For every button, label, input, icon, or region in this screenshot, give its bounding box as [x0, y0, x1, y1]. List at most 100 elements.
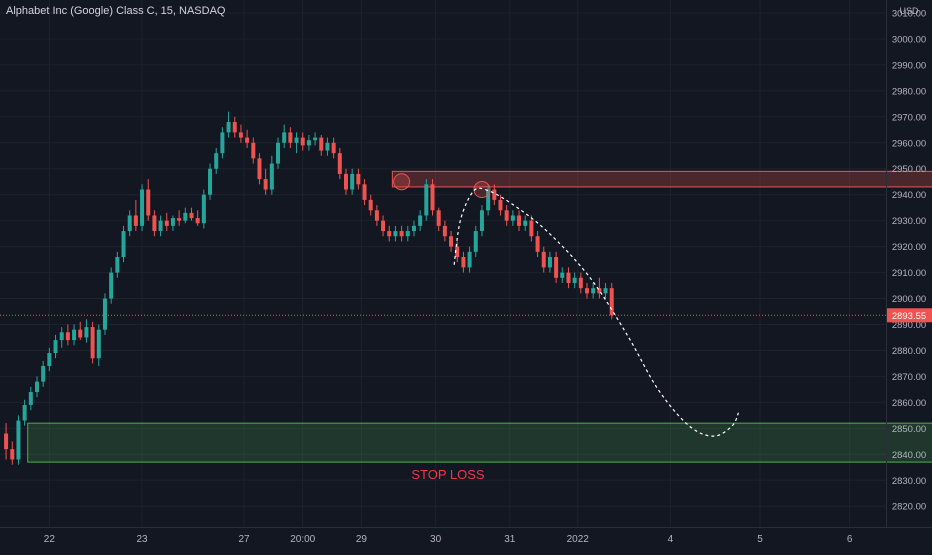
- price-tick-label: 2970.00: [892, 112, 926, 123]
- candle-body: [66, 332, 70, 340]
- highlight-circle[interactable]: [474, 182, 490, 198]
- candle-body: [393, 231, 397, 236]
- time-tick-label: 5: [757, 534, 763, 545]
- candle[interactable]: [16, 415, 20, 464]
- time-tick-label: 20:00: [290, 534, 315, 545]
- candle-body: [78, 330, 82, 338]
- candle-body: [103, 299, 107, 330]
- candle-body: [10, 449, 14, 459]
- time-tick-label: 22: [44, 534, 56, 545]
- highlight-circle[interactable]: [394, 174, 410, 190]
- candle-body: [257, 158, 261, 179]
- candle-body: [468, 252, 472, 268]
- stop-loss-label: STOP LOSS: [411, 467, 485, 482]
- candle-body: [418, 215, 422, 225]
- candle-body: [356, 174, 360, 184]
- candle-body: [239, 132, 243, 137]
- candle-body: [332, 143, 336, 153]
- candle-body: [554, 257, 558, 278]
- candle-body: [523, 221, 527, 226]
- candle-body: [288, 132, 292, 142]
- price-tick-label: 3000.00: [892, 34, 926, 45]
- candle-body: [375, 210, 379, 220]
- price-tick-label: 2900.00: [892, 294, 926, 305]
- candle-body: [16, 421, 20, 460]
- candle-body: [400, 231, 404, 236]
- candle-body: [146, 190, 150, 216]
- candle-body: [461, 257, 465, 267]
- candle-body: [270, 164, 274, 190]
- candle-body: [115, 257, 119, 273]
- candle[interactable]: [610, 283, 614, 319]
- candle-body: [387, 231, 391, 236]
- candle[interactable]: [431, 179, 435, 215]
- price-tick-label: 2910.00: [892, 268, 926, 279]
- candle-body: [276, 143, 280, 164]
- candle-body: [54, 340, 58, 353]
- candle-body: [91, 327, 95, 358]
- candle-body: [196, 218, 200, 223]
- candle-body: [480, 210, 484, 231]
- price-tick-label: 2840.00: [892, 450, 926, 461]
- candle[interactable]: [103, 293, 107, 335]
- candle-body: [573, 278, 577, 283]
- candle[interactable]: [140, 184, 144, 231]
- candle[interactable]: [91, 322, 95, 364]
- time-tick-label: 2022: [567, 534, 590, 545]
- candle-body: [227, 122, 231, 132]
- candle-body: [350, 174, 354, 190]
- candle-body: [412, 226, 416, 231]
- candle-body: [171, 218, 175, 226]
- candle-body: [29, 392, 33, 405]
- candle-body: [585, 288, 589, 293]
- candle-body: [517, 215, 521, 225]
- candle[interactable]: [122, 226, 126, 262]
- time-tick-label: 31: [504, 534, 516, 545]
- candle-body: [152, 215, 156, 231]
- candle-body: [233, 122, 237, 132]
- candle-body: [47, 353, 51, 366]
- candle-body: [60, 332, 64, 340]
- price-tick-label: 2830.00: [892, 476, 926, 487]
- candle-body: [165, 221, 169, 226]
- price-tick-label: 2850.00: [892, 424, 926, 435]
- price-tick-label: 2870.00: [892, 372, 926, 383]
- candle-body: [41, 366, 45, 382]
- price-tick-label: 2880.00: [892, 346, 926, 357]
- candle-body: [128, 215, 132, 231]
- support-zone-s1[interactable]: [28, 423, 932, 462]
- candle-body: [109, 273, 113, 299]
- price-tick-label: 2950.00: [892, 164, 926, 175]
- price-tick-label: 2860.00: [892, 398, 926, 409]
- candle[interactable]: [109, 267, 113, 303]
- candle-body: [548, 257, 552, 267]
- symbol-header: Alphabet Inc (Google) Class C, 15, NASDA…: [6, 5, 225, 17]
- candle-body: [313, 138, 317, 141]
- candle-body: [591, 288, 595, 293]
- price-tick-label: 2990.00: [892, 60, 926, 71]
- candle[interactable]: [202, 190, 206, 229]
- candle-body: [307, 140, 311, 145]
- time-tick-label: 4: [668, 534, 674, 545]
- candle-body: [498, 200, 502, 210]
- candle-body: [529, 221, 533, 237]
- candle-body: [159, 221, 163, 231]
- price-tick-label: 2820.00: [892, 502, 926, 513]
- candle-body: [177, 218, 181, 221]
- candle-body: [72, 330, 76, 340]
- candle-body: [122, 231, 126, 257]
- candle-body: [536, 236, 540, 252]
- candle[interactable]: [208, 164, 212, 200]
- candle-body: [35, 382, 39, 392]
- candle-body: [208, 169, 212, 195]
- candle-body: [505, 210, 509, 220]
- candle-body: [214, 153, 218, 169]
- price-tick-label: 2920.00: [892, 242, 926, 253]
- price-tick-label: 2980.00: [892, 86, 926, 97]
- candle-body: [84, 327, 88, 337]
- candle-body: [23, 405, 27, 421]
- candle[interactable]: [424, 179, 428, 221]
- target-zone-t1[interactable]: [392, 171, 932, 187]
